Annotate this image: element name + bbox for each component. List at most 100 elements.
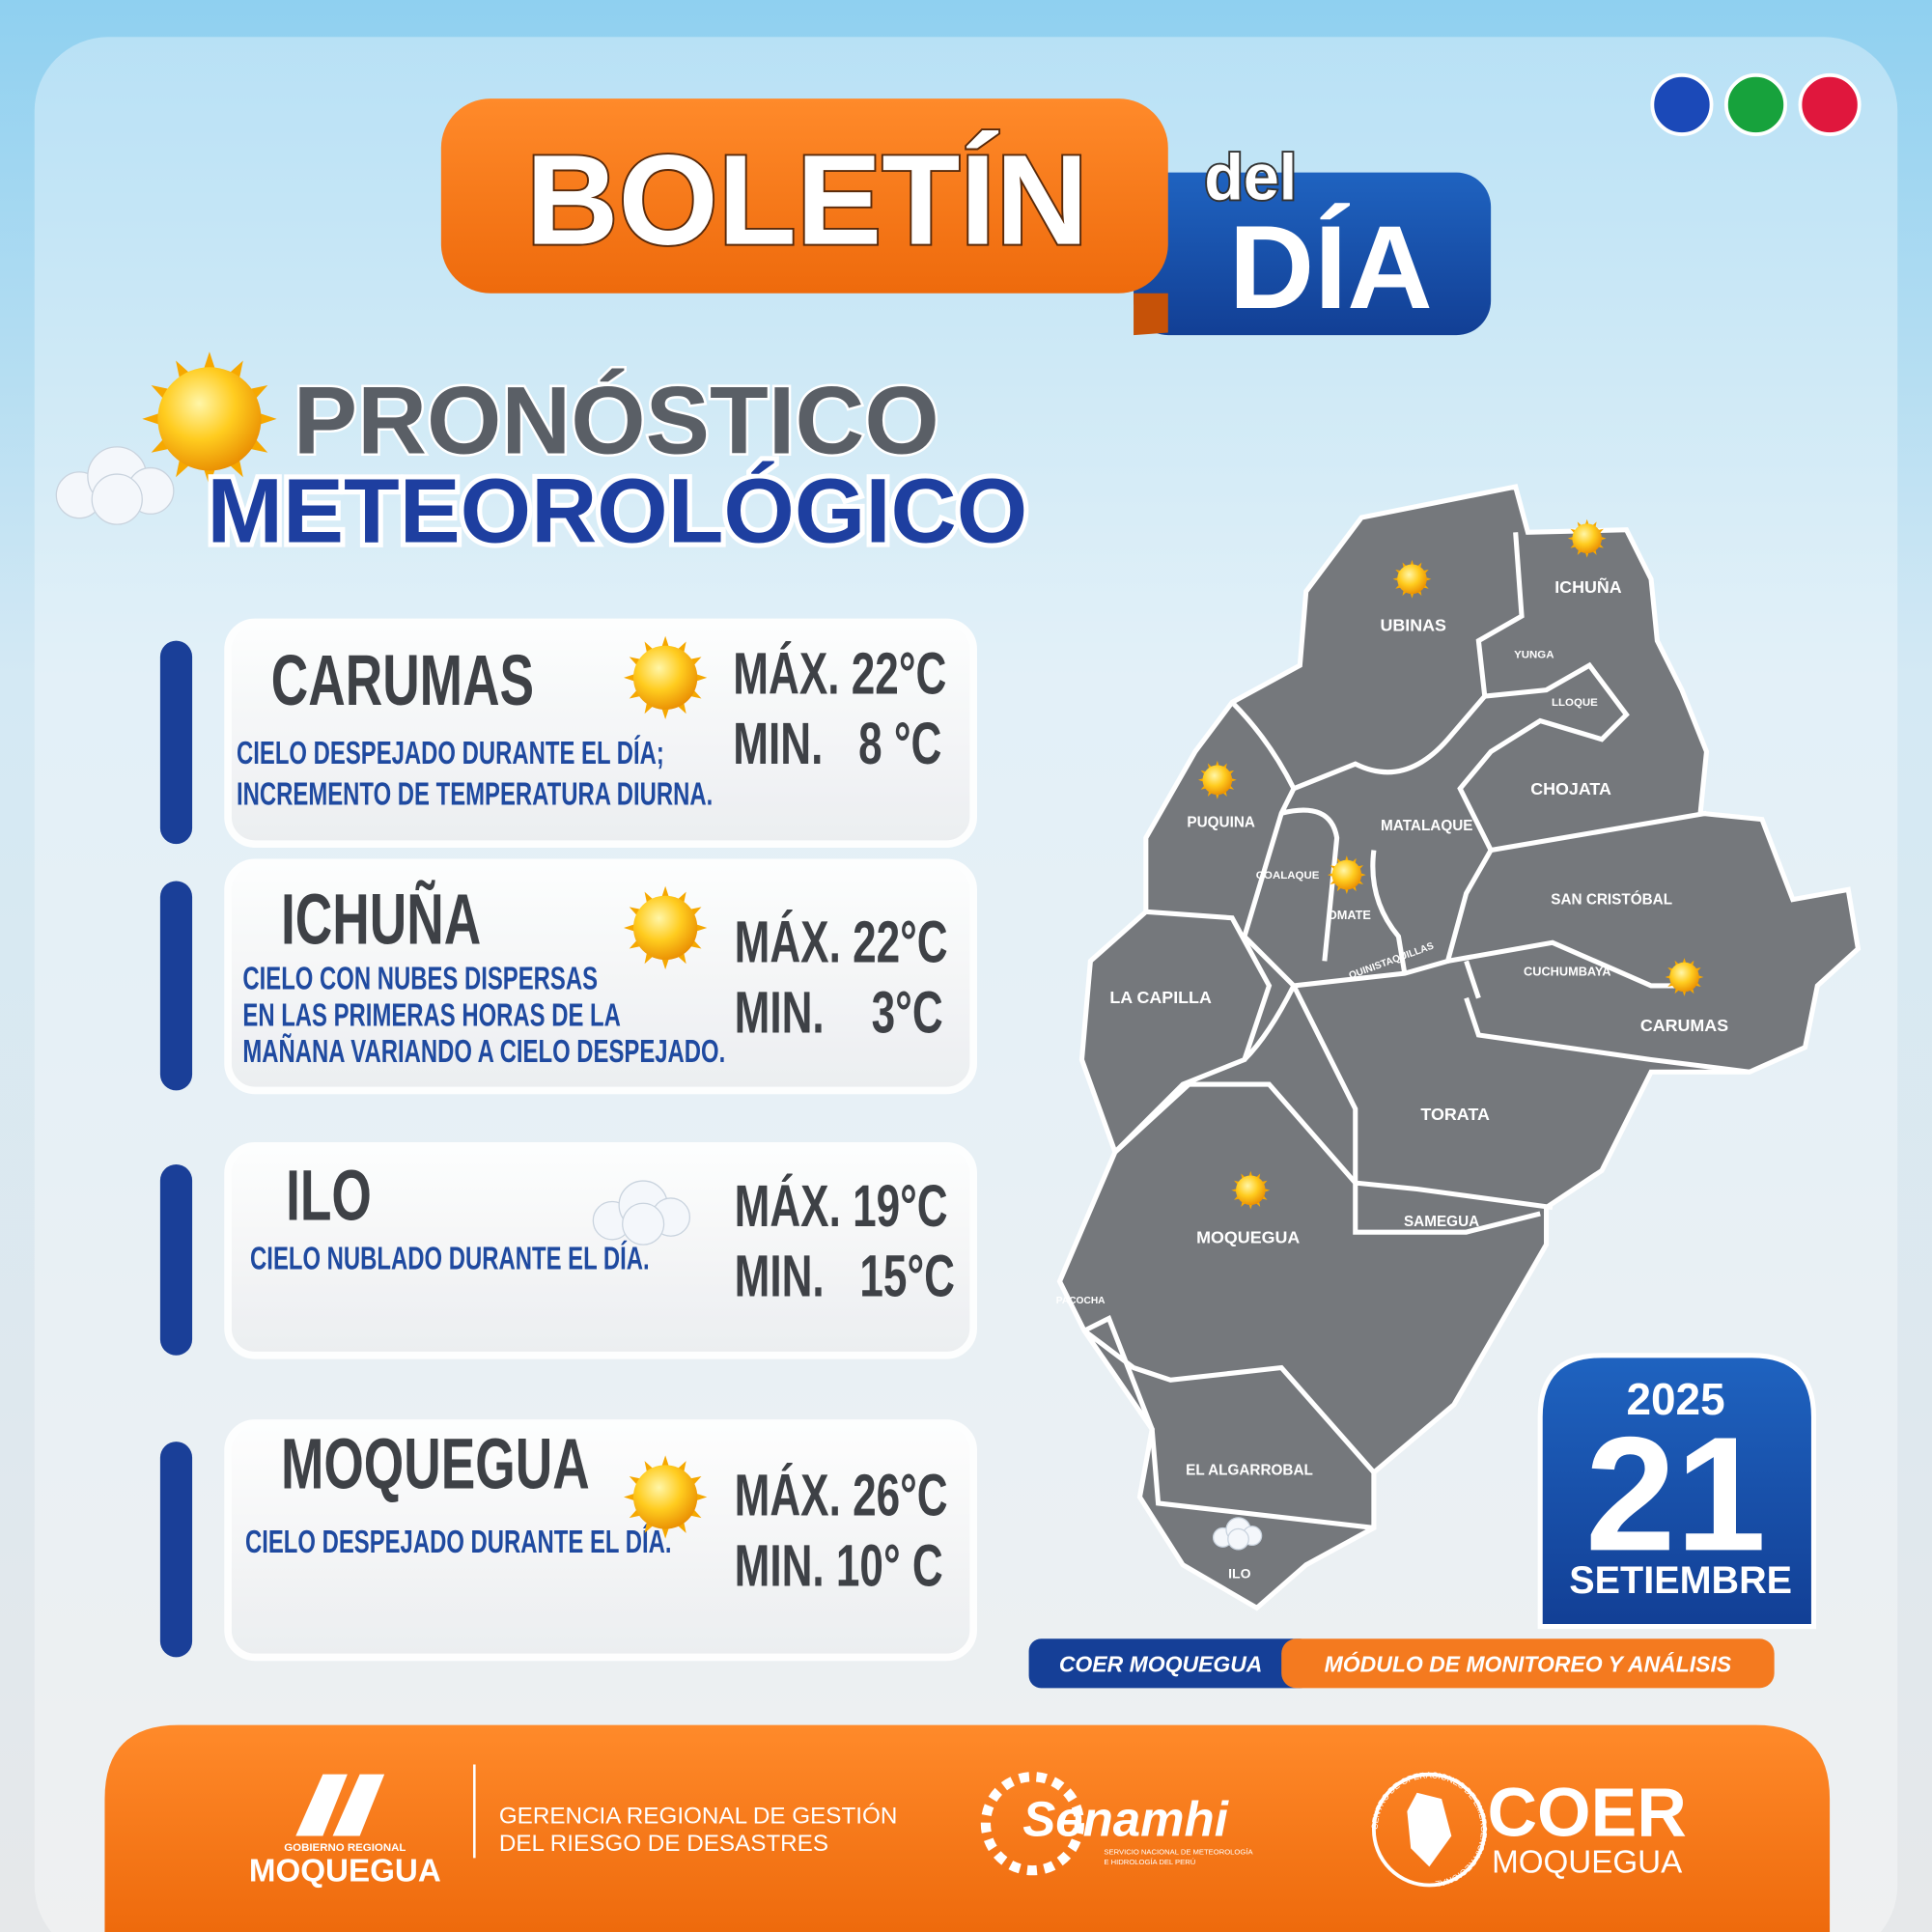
sun-icon [623, 635, 708, 720]
district-label: SAMEGUA [1404, 1214, 1479, 1230]
senamhi-line-1: SERVICIO NACIONAL DE METEOROLOGÍA [1104, 1848, 1253, 1857]
cloud-icon [1212, 1517, 1263, 1551]
sun-disc [1669, 962, 1699, 993]
sun-icon [1327, 855, 1366, 894]
coer-name: COER [1487, 1774, 1686, 1851]
card-box [224, 858, 977, 1095]
min-temp: MIN. 10° C [735, 1533, 943, 1599]
district-label: LLOQUE [1552, 697, 1598, 709]
section-title-1: PRONÓSTICO [294, 368, 939, 475]
description-line: CIELO CON NUBES DISPERSAS [242, 962, 598, 997]
cloud-puff [91, 473, 143, 525]
sun-disc [632, 895, 698, 961]
date-day: 21 [1585, 1403, 1766, 1584]
cloud-icon [55, 446, 175, 525]
district-label: SAN CRISTÓBAL [1551, 891, 1672, 909]
district-label: TORATA [1420, 1105, 1490, 1124]
district-label: OMATE [1328, 908, 1371, 922]
sun-icon [1392, 559, 1432, 599]
header-del: del [1204, 143, 1297, 214]
description-line: CIELO DESPEJADO DURANTE EL DÍA. [245, 1523, 672, 1560]
sun-disc [632, 1465, 698, 1529]
ribbon-right-box [1281, 1638, 1775, 1689]
description-line: INCREMENTO DE TEMPERATURA DIURNA. [237, 777, 713, 813]
date-box [1537, 1353, 1817, 1630]
map-borders [1082, 532, 1750, 1530]
sun-disc [1572, 523, 1602, 553]
cloud-puff [1227, 1527, 1249, 1551]
gobierno-logo [295, 1774, 385, 1836]
place-name: MOQUEGUA [281, 1424, 590, 1504]
card-box [224, 618, 977, 848]
sun-icon [55, 351, 277, 525]
map-shape [1056, 484, 1862, 1611]
sun-icon [1231, 1170, 1271, 1210]
cloud-icon [592, 1180, 691, 1246]
ribbon-left: COER MOQUEGUA [1059, 1652, 1263, 1677]
sun-disc [1331, 859, 1362, 890]
header-title: BOLETÍN [526, 129, 1088, 272]
sun-icon [142, 351, 277, 487]
district-label: ILO [1228, 1566, 1250, 1582]
max-temp: MÁX. 26°C [735, 1463, 948, 1529]
district-label: EL ALGARROBAL [1186, 1463, 1313, 1479]
district-label: PUQUINA [1187, 814, 1255, 830]
senamhi-logo [980, 1772, 1085, 1876]
forecast-card: MOQUEGUA CIELO DESPEJADO DURANTE EL DÍA. M… [159, 1419, 977, 1662]
dot-blue [1650, 72, 1714, 137]
sun-icon [1567, 518, 1607, 558]
header-orange-box [440, 98, 1168, 294]
coer-sub: MOQUEGUA [1492, 1845, 1683, 1881]
max-temp: MÁX. 22°C [735, 910, 948, 976]
forecast-list: CARUMAS CIELO DESPEJADO DURANTE EL DÍA; IN… [159, 618, 977, 1662]
card-bar [159, 1442, 193, 1658]
min-temp: MIN. 8 °C [733, 712, 941, 777]
sun-icon [1197, 760, 1237, 799]
card-box [224, 1141, 977, 1359]
section-title-2: METEOROLÓGICO [207, 462, 1027, 563]
gerencia-line-1: GERENCIA REGIONAL DE GESTIÓN [499, 1804, 898, 1830]
district-label: CHOJATA [1530, 779, 1611, 798]
gobierno-name: MOQUEGUA [249, 1854, 441, 1890]
map: UBINAS ICHUÑA YUNGA LLOQUE CHOJATA PUQUINA MAT… [1056, 484, 1862, 1611]
description-line: CIELO DESPEJADO DURANTE EL DÍA; [237, 734, 664, 771]
date-month: SETIEMBRE [1569, 1559, 1792, 1602]
sun-disc [1202, 765, 1233, 796]
dot-red [1798, 72, 1862, 137]
footer-band [104, 1724, 1831, 1932]
district-label: MOQUEGUA [1196, 1228, 1300, 1247]
district-label: COALAQUE [1256, 870, 1320, 882]
sun-disc [1397, 564, 1427, 595]
sun-disc [1235, 1175, 1266, 1206]
description-line: MAÑANA VARIANDO A CIELO DESPEJADO. [242, 1032, 725, 1070]
ribbon-left-box [1028, 1638, 1313, 1689]
ribbon-right: MÓDULO DE MONITOREO Y ANÁLISIS [1325, 1652, 1732, 1677]
senamhi-name: Senamhi [1022, 1791, 1230, 1846]
district-label: YUNGA [1514, 649, 1554, 660]
dot-green [1723, 72, 1788, 137]
place-name: ILO [286, 1156, 372, 1236]
district-label: MATALAQUE [1381, 818, 1472, 834]
district-label: LA CAPILLA [1109, 988, 1212, 1007]
district-label: ICHUÑA [1554, 576, 1622, 597]
gerencia-line-2: DEL RIESGO DE DESASTRES [499, 1831, 828, 1857]
max-temp: MÁX. 19°C [735, 1173, 948, 1240]
min-temp: MIN. 15°C [735, 1245, 955, 1310]
card-bar [159, 881, 193, 1091]
card-box [224, 1419, 977, 1662]
forecast-card: CARUMAS CIELO DESPEJADO DURANTE EL DÍA; IN… [159, 618, 977, 848]
district-label: UBINAS [1381, 615, 1447, 634]
place-name: CARUMAS [271, 640, 534, 720]
district-label: CUCHUMBAYA [1524, 965, 1610, 979]
header-blue-box [1134, 172, 1492, 336]
sun-icon [1665, 958, 1704, 996]
max-temp: MÁX. 22°C [733, 640, 946, 707]
date-year: 2025 [1626, 1374, 1724, 1424]
gobierno-small: GOBIERNO REGIONAL [284, 1842, 406, 1854]
card-bar [159, 640, 193, 845]
